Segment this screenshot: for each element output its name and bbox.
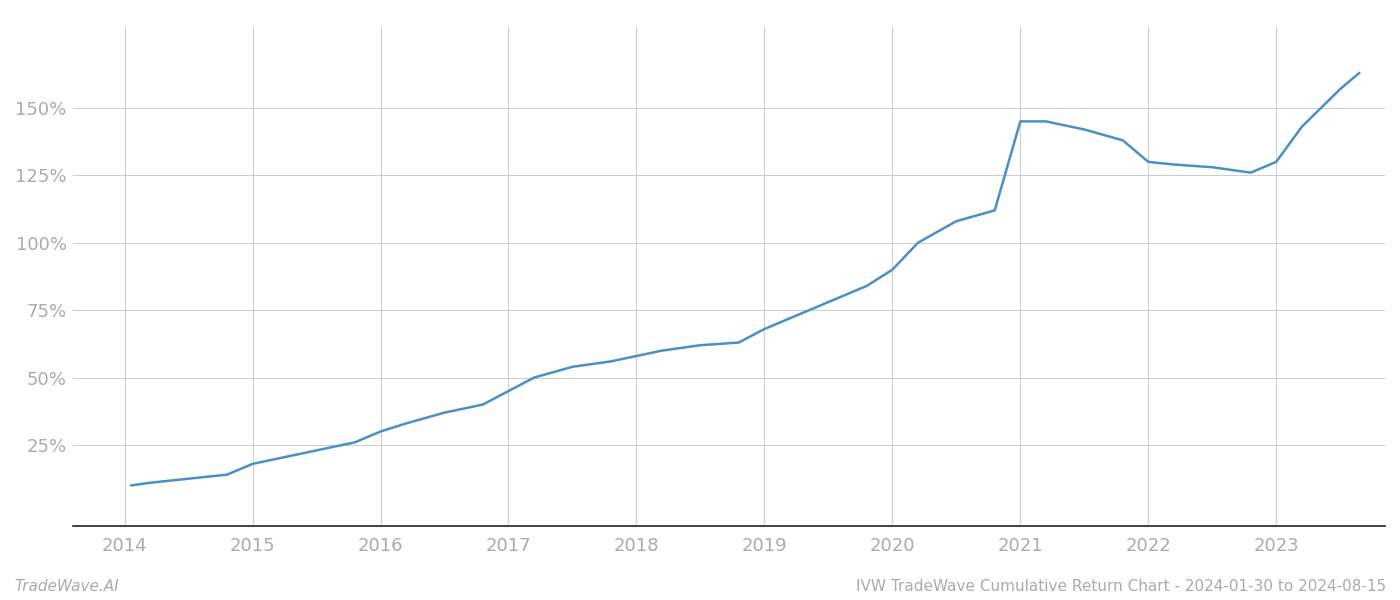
Text: TradeWave.AI: TradeWave.AI bbox=[14, 579, 119, 594]
Text: IVW TradeWave Cumulative Return Chart - 2024-01-30 to 2024-08-15: IVW TradeWave Cumulative Return Chart - … bbox=[855, 579, 1386, 594]
